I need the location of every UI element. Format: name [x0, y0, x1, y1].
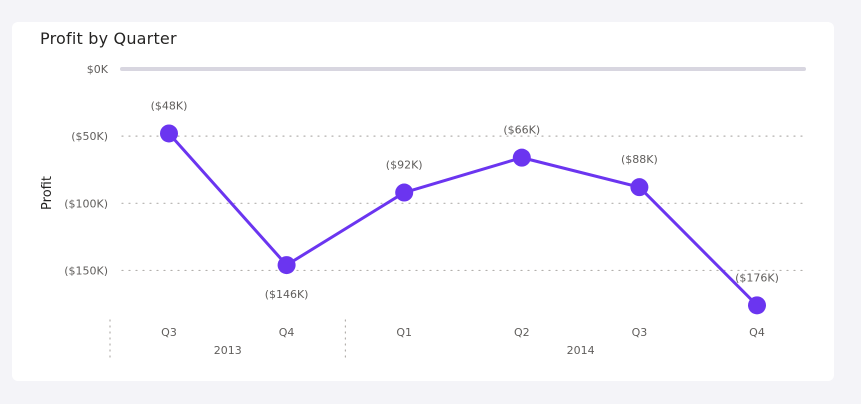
- x-tick-label: Q3: [161, 326, 177, 339]
- x-tick-label: Q4: [279, 326, 295, 339]
- data-label: ($146K): [265, 288, 309, 301]
- y-tick-label: ($100K): [64, 197, 108, 210]
- x-tick-label: Q3: [632, 326, 648, 339]
- x-tick-label: Q1: [396, 326, 412, 339]
- data-labels: ($48K) ($146K) ($92K) ($66K) ($88K) ($176K): [151, 99, 779, 301]
- data-point[interactable]: [160, 124, 178, 143]
- y-tick-label: ($50K): [71, 130, 108, 143]
- y-tick-label: ($150K): [64, 264, 108, 277]
- x-tick-label: Q4: [749, 326, 765, 339]
- data-point[interactable]: [512, 148, 531, 167]
- data-point[interactable]: [630, 178, 649, 197]
- x-tick-label: Q2: [514, 326, 530, 339]
- data-label: ($88K): [621, 153, 658, 166]
- data-label: ($176K): [735, 271, 779, 284]
- data-point[interactable]: [395, 183, 414, 202]
- data-label: ($48K): [151, 99, 188, 112]
- gridlines: [120, 67, 806, 272]
- data-point[interactable]: [277, 256, 296, 275]
- y-axis-title: Profit: [40, 176, 55, 210]
- data-label: ($66K): [503, 124, 540, 137]
- chart-title: Profit by Quarter: [40, 29, 177, 48]
- y-axis-ticks: $0K ($50K) ($100K) ($150K): [64, 63, 109, 277]
- y-tick-label: $0K: [87, 63, 109, 76]
- x-group-label: 2014: [567, 344, 595, 357]
- data-points: [160, 124, 766, 315]
- data-label: ($92K): [386, 159, 423, 172]
- series-line: [167, 132, 759, 307]
- x-group-label: 2013: [214, 344, 242, 357]
- data-point[interactable]: [748, 296, 766, 315]
- chart-card: [12, 22, 834, 381]
- x-axis: Q3 Q4 Q1 Q2 Q3 Q4 2013 2014: [109, 319, 765, 359]
